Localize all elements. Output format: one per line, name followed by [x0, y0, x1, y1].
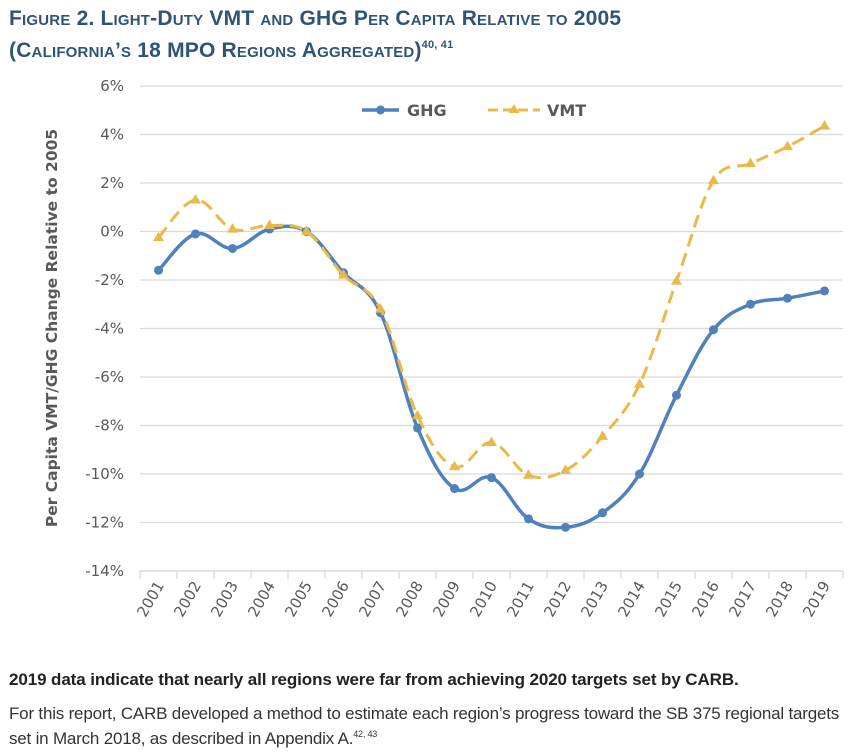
legend-vmt-label: VMT [547, 101, 586, 120]
x-tick-label: 2009 [429, 578, 464, 620]
x-tick-label: 2010 [466, 578, 501, 620]
y-axis-ticks: 6% 4% 2% 0% -2% -4% -6% -8% -10% -12% -14% [85, 77, 124, 580]
y-tick-label: 2% [100, 174, 124, 192]
vmt-point [227, 223, 238, 233]
y-axis-title: Per Capita VMT/GHG Change Relative to 20… [43, 129, 61, 527]
figure-title-line2: (California’s 18 MPO Regions Aggregated) [9, 39, 422, 62]
x-tick-label: 2012 [540, 578, 575, 620]
vmt-point [523, 469, 534, 479]
ghg-point [413, 423, 422, 433]
figure-title-line1: Figure 2. Light-Duty VMT and GHG Per Cap… [9, 7, 622, 30]
x-tick-label: 2004 [244, 578, 279, 620]
vmt-point [708, 174, 719, 185]
x-tick-label: 2019 [799, 578, 834, 620]
caption-footnote: 42, 43 [353, 729, 378, 739]
legend: GHG VMT [362, 101, 586, 120]
caption-body: For this report, CARB developed a method… [9, 704, 853, 749]
y-tick-label: 4% [100, 126, 124, 144]
x-tick-label: 2006 [318, 578, 353, 620]
vmt-point [782, 140, 793, 151]
y-tick-label: -4% [95, 320, 124, 338]
legend-ghg-label: GHG [407, 101, 447, 120]
ghg-point [672, 390, 681, 400]
vmt-point [338, 269, 349, 279]
vmt-point [486, 436, 497, 446]
x-tick-label: 2017 [725, 578, 760, 620]
x-tick-label: 2002 [170, 578, 205, 620]
figure-title-footnote: 40, 41 [421, 39, 454, 51]
x-tick-label: 2014 [614, 578, 649, 620]
x-tick-label: 2013 [577, 578, 612, 620]
vmt-point [634, 378, 645, 388]
caption-body-text: For this report, CARB developed a method… [9, 704, 840, 748]
legend-vmt-marker [508, 104, 520, 113]
y-tick-label: 0% [100, 223, 124, 241]
ghg-point [487, 473, 496, 483]
ghg-point [709, 325, 718, 335]
ghg-point [820, 286, 829, 296]
gridlines [140, 85, 843, 524]
ghg-point [635, 469, 644, 479]
vmt-point [301, 225, 312, 235]
x-tick-label: 2008 [392, 578, 427, 620]
ghg-point [191, 229, 200, 239]
line-chart: 6%4%2%0%-2%-4%-6%-8%-10%-12%-14% 2001 200… [43, 77, 844, 620]
x-tick-label: 2018 [762, 578, 797, 620]
vmt-point [449, 460, 460, 471]
ghg-point [598, 508, 607, 518]
x-tick-label: 2003 [207, 578, 242, 620]
x-tick-label: 2011 [503, 578, 538, 620]
x-tick-label: 2007 [355, 578, 390, 620]
vmt-point [671, 275, 682, 285]
y-tick-label: -14% [85, 562, 124, 580]
y-tick-label: -2% [95, 271, 124, 289]
ghg-point [561, 522, 570, 532]
ghg-point [228, 243, 237, 253]
y-tick-label: -6% [95, 368, 124, 386]
ghg-point [450, 484, 459, 494]
x-tick-label: 2016 [688, 578, 723, 620]
vmt-point [412, 409, 423, 420]
ghg-point [154, 265, 163, 275]
x-axis: 2001 2002 2003 2004 2005 2006 2007 2008 2009 2010… [133, 570, 844, 620]
y-tick-label: -10% [85, 465, 124, 483]
vmt-point [190, 193, 201, 204]
x-tick-label: 2001 [133, 578, 168, 620]
y-tick-label: -8% [95, 417, 124, 435]
series-layer [153, 120, 830, 532]
figure-title: Figure 2. Light-Duty VMT and GHG Per Cap… [9, 6, 621, 64]
vmt-point [819, 120, 830, 130]
series-ghg [154, 224, 829, 532]
vmt-point [153, 231, 164, 242]
vmt-point [597, 430, 608, 440]
x-tick-label: 2015 [651, 578, 686, 620]
ghg-point [783, 293, 792, 303]
key-finding: 2019 data indicate that nearly all regio… [9, 670, 739, 689]
ghg-point [746, 299, 755, 309]
vmt-point [264, 219, 275, 229]
series-vmt [153, 120, 830, 480]
x-tick-label: 2005 [281, 578, 316, 620]
y-tick-label: -12% [85, 514, 124, 532]
vmt-point [560, 464, 571, 474]
vmt-point [375, 303, 386, 313]
vmt-point [745, 157, 756, 168]
legend-ghg-marker [376, 105, 385, 115]
ghg-point [524, 514, 533, 524]
y-tick-label: 6% [100, 77, 124, 95]
